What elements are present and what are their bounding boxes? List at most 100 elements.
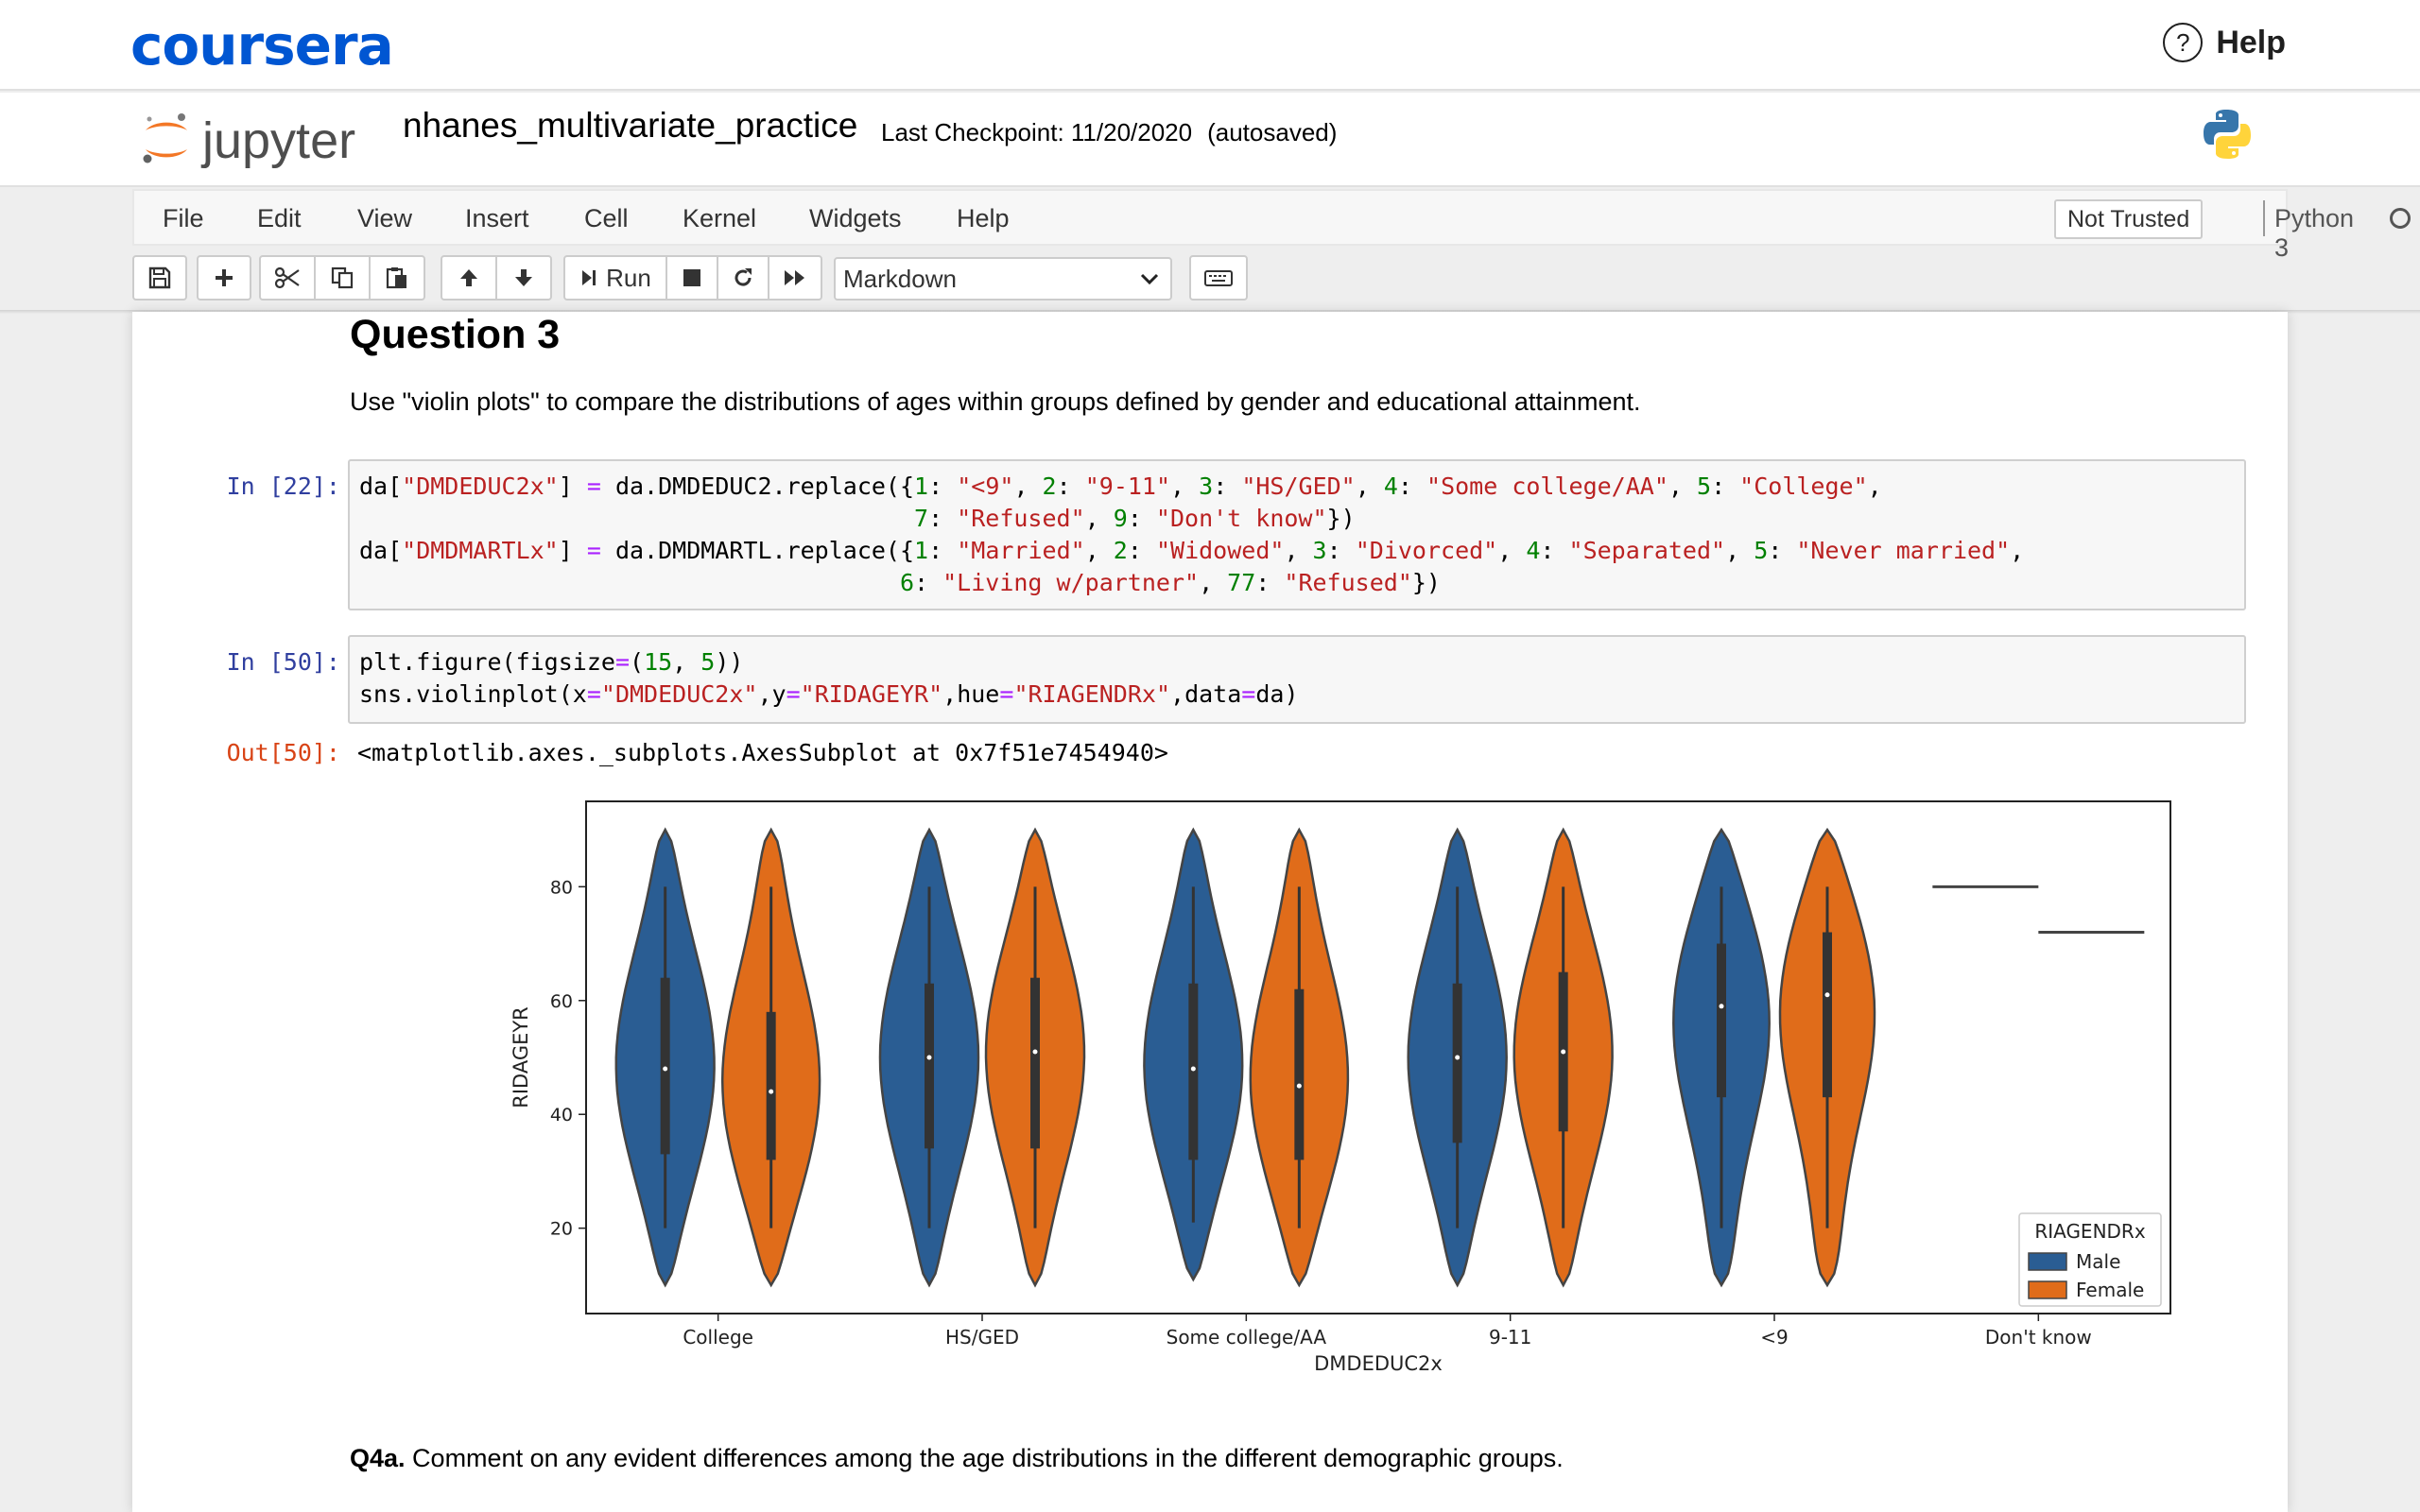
menu-insert[interactable]: Insert: [465, 204, 529, 232]
checkpoint-status: Last Checkpoint: 11/20/2020 (autosaved): [881, 118, 1337, 147]
notebook-container: Question 3 Use "violin plots" to compare…: [132, 312, 2288, 1512]
checkpoint-text: Last Checkpoint: 11/20/2020: [881, 118, 1193, 146]
question-3-text: Use "violin plots" to compare the distri…: [350, 387, 1641, 416]
legend-swatch-male: [2028, 1252, 2067, 1271]
violin-iqr-box: [1188, 983, 1199, 1160]
insert-cell-button[interactable]: [197, 255, 251, 301]
cut-button[interactable]: [259, 255, 316, 301]
kernel-name[interactable]: Python 3: [2274, 204, 2355, 262]
save-button[interactable]: [132, 255, 187, 301]
question-4a-label: Q4a.: [350, 1444, 406, 1472]
cell-type-value: Markdown: [843, 265, 957, 293]
restart-icon: [735, 268, 752, 286]
violin-median: [1719, 1004, 1724, 1009]
violin-plot: 20 40 60 80 College HS/GED Some college/AA 9-11…: [510, 800, 2171, 1375]
copy-button[interactable]: [314, 255, 371, 301]
out-50-prompt: Out[50]:: [226, 739, 340, 766]
violin-iqr-box: [925, 983, 934, 1149]
notebook-title[interactable]: nhanes_multivariate_practice: [403, 106, 858, 145]
code-line: sns.violinplot(x="DMDEDUC2x",y="RIDAGEYR…: [359, 680, 1299, 708]
run-button[interactable]: Run: [563, 255, 667, 301]
move-down-button[interactable]: [495, 255, 552, 301]
help-icon: ?: [2163, 23, 2204, 62]
help-label: Help: [2216, 24, 2286, 60]
jupyter-logo[interactable]: jupyter: [138, 106, 384, 172]
menu-cell[interactable]: Cell: [584, 204, 629, 232]
menu-kernel[interactable]: Kernel: [683, 204, 757, 232]
interrupt-button[interactable]: [666, 255, 718, 301]
arrow-down-icon: [515, 269, 532, 286]
violin-median: [926, 1055, 932, 1060]
menu-file[interactable]: File: [163, 204, 204, 232]
question-4a-body: Comment on any evident differences among…: [405, 1444, 1564, 1472]
coursera-bar: coursera ? Help: [0, 0, 2420, 91]
arrow-up-icon: [460, 269, 477, 286]
python-logo-icon: [2204, 110, 2251, 159]
copy-icon: [331, 266, 354, 289]
jupyter-logo-icon: [143, 113, 187, 163]
plot-frame: [585, 800, 2171, 1314]
autosaved-text: (autosaved): [1207, 118, 1338, 146]
x-axis-label: DMDEDUC2x: [1314, 1352, 1443, 1375]
violin-iqr-box: [1030, 977, 1040, 1149]
menubar: File Edit View Insert Cell Kernel Widget…: [132, 189, 2411, 262]
menu-view[interactable]: View: [357, 204, 413, 232]
jupyter-header: jupyter nhanes_multivariate_practice Las…: [0, 93, 2420, 187]
out-50-text: <matplotlib.axes._subplots.AxesSubplot a…: [357, 739, 1168, 766]
legend-swatch-female: [2028, 1280, 2067, 1299]
violin-median: [769, 1089, 774, 1094]
step-forward-icon: [582, 270, 596, 285]
code-cell-22[interactable]: da["DMDEDUC2x"] = da.DMDEDUC2.replace({1…: [348, 459, 2246, 610]
code-line: da["DMDMARTLx"] = da.DMDMARTL.replace({1…: [359, 537, 2025, 564]
violin-median: [1190, 1066, 1196, 1072]
question-4a-text: Q4a. Comment on any evident differences …: [350, 1444, 1564, 1473]
not-trusted-button[interactable]: Not Trusted: [2054, 199, 2204, 239]
x-tick-label: <9: [1760, 1326, 1788, 1349]
restart-run-all-button[interactable]: [768, 255, 822, 301]
violin-median: [1296, 1083, 1302, 1089]
scissors-icon: [274, 266, 300, 289]
y-tick-label: 80: [550, 877, 573, 898]
command-palette-button[interactable]: [1189, 255, 1248, 301]
violin-iqr-box: [660, 977, 670, 1155]
jupyter-wordmark: jupyter: [202, 112, 356, 169]
violin-median: [1561, 1049, 1566, 1055]
code-line: 6: "Living w/partner", 77: "Refused"}): [899, 569, 1441, 596]
keyboard-icon: [1204, 270, 1233, 286]
x-tick-label: Some college/AA: [1167, 1326, 1327, 1349]
paste-button[interactable]: [369, 255, 425, 301]
violin-median: [1455, 1055, 1461, 1060]
code-line: da["DMDEDUC2x"] = da.DMDEDUC2.replace({1…: [359, 472, 1882, 500]
plus-icon: [216, 269, 233, 286]
stop-icon: [683, 269, 700, 286]
x-tick-label: Don't know: [1985, 1326, 2092, 1349]
code-cell-50[interactable]: plt.figure(figsize=(15, 5)) sns.violinplo…: [348, 635, 2246, 724]
fast-forward-icon: [785, 270, 804, 285]
cell-type-select[interactable]: Markdown: [834, 257, 1172, 301]
question-3-heading: Question 3: [350, 312, 561, 357]
restart-button[interactable]: [717, 255, 769, 301]
help-link[interactable]: ? Help: [2163, 23, 2286, 62]
code-line: plt.figure(figsize=(15, 5)): [359, 648, 744, 676]
menu-edit[interactable]: Edit: [257, 204, 302, 232]
legend-label-male: Male: [2076, 1250, 2120, 1273]
code-line: 7: "Refused", 9: "Don't know"}): [914, 505, 1356, 532]
legend-title: RIAGENDRx: [2034, 1220, 2146, 1243]
menu-widgets[interactable]: Widgets: [809, 204, 902, 232]
coursera-logo[interactable]: coursera: [130, 13, 394, 77]
violin-iqr-box: [1823, 932, 1832, 1098]
x-tick-label: HS/GED: [945, 1326, 1019, 1349]
in-22-prompt: In [22]:: [226, 472, 340, 500]
legend-label-female: Female: [2076, 1279, 2144, 1301]
violin-median: [663, 1066, 668, 1072]
menu-help[interactable]: Help: [957, 204, 1010, 232]
run-label: Run: [606, 263, 651, 292]
violin-iqr-box: [1452, 983, 1462, 1143]
y-tick-label: 20: [550, 1219, 573, 1240]
y-tick-label: 60: [550, 991, 573, 1012]
violin-iqr-box: [766, 1011, 776, 1160]
kernel-divider: [2263, 200, 2265, 236]
move-up-button[interactable]: [441, 255, 497, 301]
violin-median: [1824, 992, 1830, 998]
paste-icon: [386, 267, 406, 289]
